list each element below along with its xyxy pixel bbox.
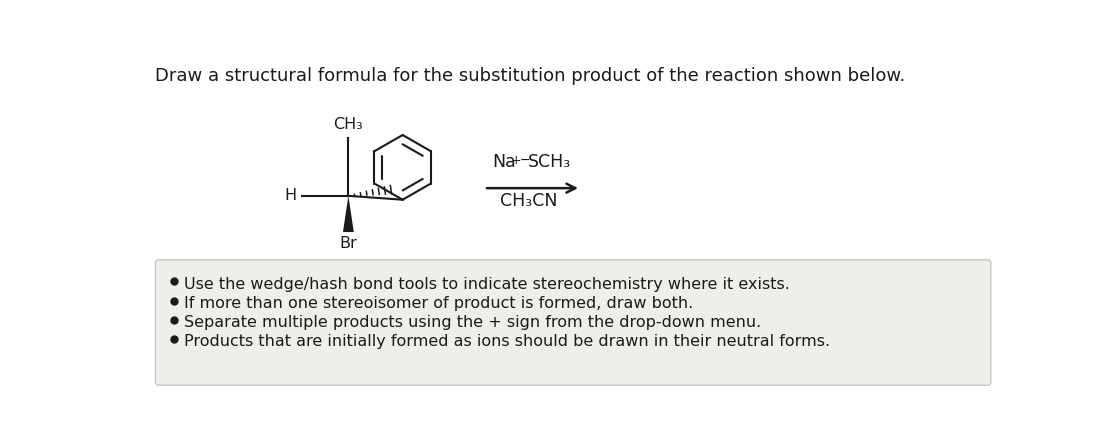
Polygon shape	[343, 196, 354, 232]
Text: +: +	[511, 154, 521, 166]
Text: H: H	[284, 188, 296, 203]
Text: Br: Br	[339, 236, 357, 251]
Text: Products that are initially formed as ions should be drawn in their neutral form: Products that are initially formed as io…	[184, 335, 830, 349]
Text: Use the wedge/hash bond tools to indicate stereochemistry where it exists.: Use the wedge/hash bond tools to indicat…	[184, 277, 790, 292]
Text: −: −	[520, 154, 530, 166]
Text: Separate multiple products using the + sign from the drop-down menu.: Separate multiple products using the + s…	[184, 315, 761, 330]
Text: CH₃: CH₃	[334, 117, 363, 132]
Text: Draw a structural formula for the substitution product of the reaction shown bel: Draw a structural formula for the substi…	[155, 67, 905, 85]
Text: CH₃CN: CH₃CN	[500, 192, 556, 210]
Text: Na: Na	[492, 153, 515, 171]
FancyBboxPatch shape	[156, 260, 991, 385]
Text: If more than one stereoisomer of product is formed, draw both.: If more than one stereoisomer of product…	[184, 296, 693, 311]
Text: SCH₃: SCH₃	[528, 153, 571, 171]
